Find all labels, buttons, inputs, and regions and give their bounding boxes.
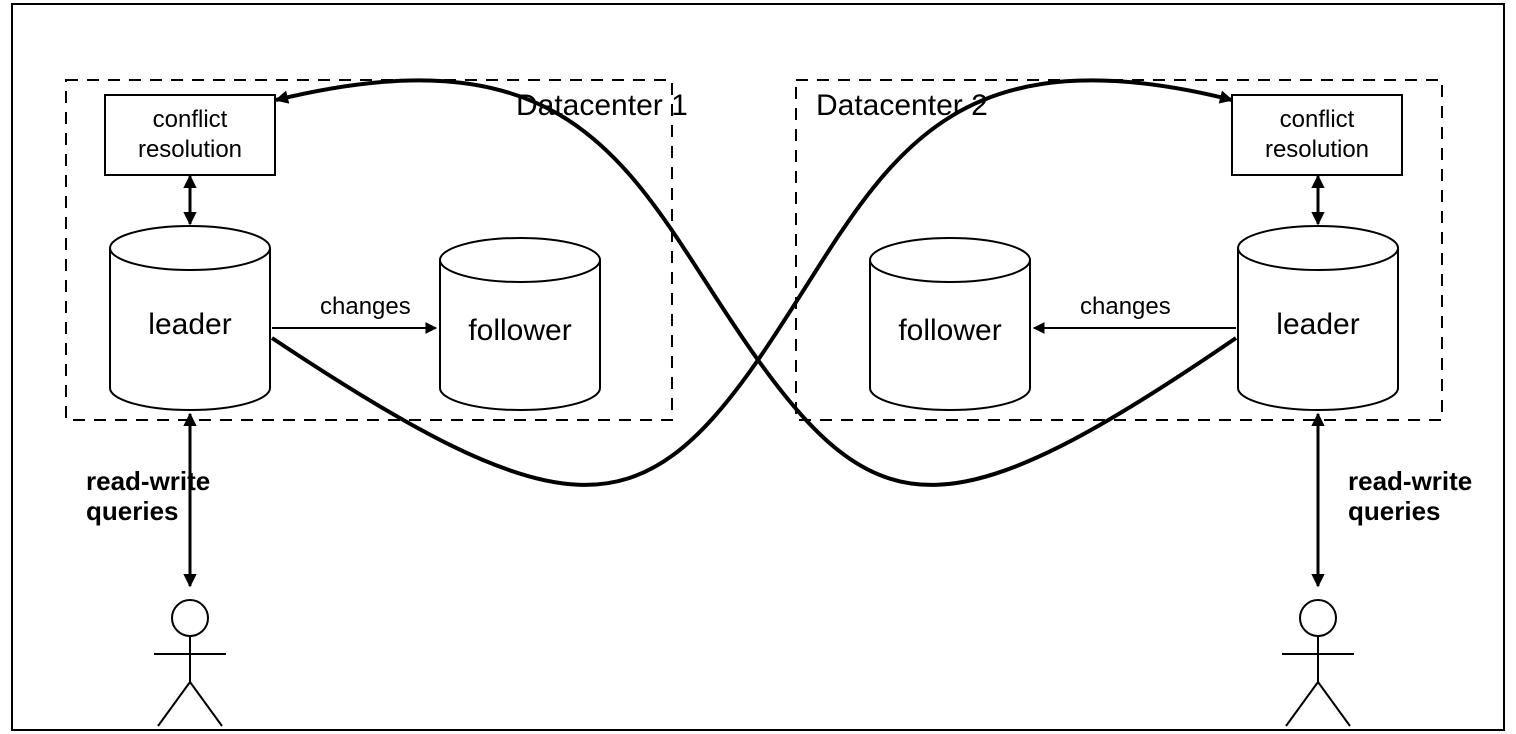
conflict-resolution-label: resolution	[1265, 136, 1369, 163]
cross-dc-arrow	[272, 80, 1232, 485]
arrow-side-label: queries	[1348, 496, 1441, 526]
db-cylinder-label: follower	[898, 314, 1001, 347]
cross-dc-arrow	[276, 80, 1236, 485]
arrow-side-label: queries	[86, 496, 179, 526]
arrow-label: changes	[320, 293, 411, 320]
conflict-resolution-label: conflict	[153, 106, 228, 133]
arrow-label: changes	[1080, 293, 1171, 320]
datacenter-title: Datacenter 2	[816, 89, 988, 122]
arrow-side-label: read-write	[1348, 466, 1472, 496]
db-cylinder: follower	[440, 238, 600, 410]
conflict-resolution-label: conflict	[1280, 106, 1355, 133]
db-cylinder-label: leader	[148, 308, 231, 341]
db-cylinder-label: follower	[468, 314, 571, 347]
user-icon	[1282, 600, 1354, 726]
user-icon	[154, 600, 226, 726]
db-cylinder: follower	[870, 238, 1030, 410]
db-cylinder-label: leader	[1276, 308, 1359, 341]
db-cylinder: leader	[1238, 226, 1398, 410]
db-cylinder: leader	[110, 226, 270, 410]
conflict-resolution-label: resolution	[138, 136, 242, 163]
arrow-side-label: read-write	[86, 466, 210, 496]
